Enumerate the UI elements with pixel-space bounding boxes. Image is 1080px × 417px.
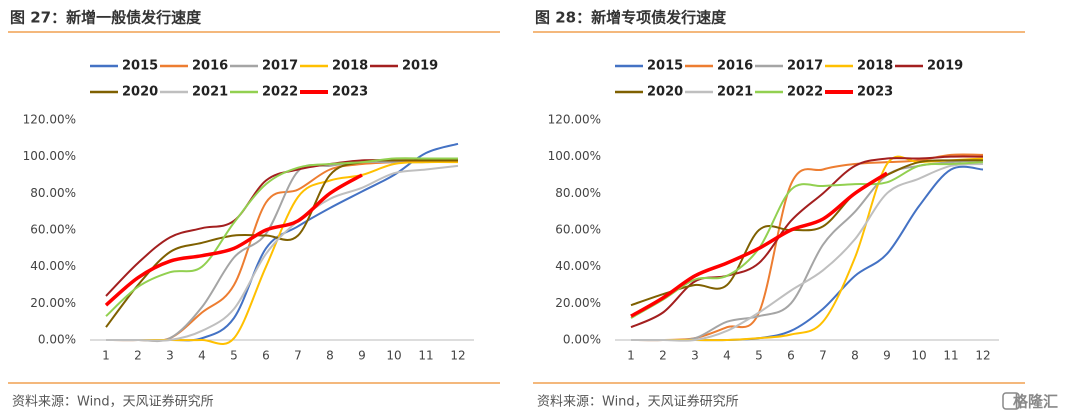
series-line <box>631 163 984 342</box>
series-line <box>630 171 888 318</box>
chart-title: 图 27：新增一般债发行速度 <box>10 9 202 27</box>
watermark: 格隆汇 <box>1013 393 1058 411</box>
x-tick-label: 4 <box>198 349 206 363</box>
legend-label: 2016 <box>192 59 228 74</box>
legend-label: 2023 <box>857 85 893 100</box>
x-tick-label: 1 <box>102 349 110 363</box>
legend-label: 2018 <box>332 59 368 74</box>
legend-label: 2017 <box>262 59 298 74</box>
x-tick-label: 11 <box>418 349 433 363</box>
legend-label: 2022 <box>262 85 298 100</box>
x-tick-label: 11 <box>943 349 958 363</box>
x-tick-label: 1 <box>627 349 635 363</box>
x-tick-label: 5 <box>230 349 238 363</box>
legend-label: 2023 <box>332 85 368 100</box>
legend-label: 2021 <box>192 85 228 100</box>
x-tick-label: 12 <box>975 349 990 363</box>
chart-title: 图 28：新增专项债发行速度 <box>535 9 727 27</box>
series-line <box>630 155 984 329</box>
y-tick-label: 100.00% <box>548 149 601 163</box>
x-tick-label: 6 <box>787 349 795 363</box>
legend-label: 2020 <box>647 85 683 100</box>
legend-label: 2018 <box>857 59 893 74</box>
x-tick-label: 8 <box>851 349 859 363</box>
series-line <box>105 159 458 328</box>
y-tick-label: 120.00% <box>23 113 76 127</box>
y-tick-label: 0.00% <box>38 333 76 347</box>
y-tick-label: 40.00% <box>30 259 76 273</box>
series-line <box>105 157 458 317</box>
legend-label: 2019 <box>402 59 438 74</box>
legend-label: 2015 <box>647 59 683 74</box>
x-tick-label: 9 <box>358 349 366 363</box>
legend-label: 2017 <box>787 59 823 74</box>
x-tick-label: 7 <box>819 349 827 363</box>
x-tick-label: 7 <box>294 349 302 363</box>
series-line <box>630 161 984 319</box>
legend-label: 2019 <box>927 59 963 74</box>
series-line <box>630 159 984 307</box>
legend-label: 2021 <box>717 85 753 100</box>
x-tick-label: 12 <box>450 349 465 363</box>
series-line <box>105 159 459 343</box>
y-tick-label: 20.00% <box>555 296 601 310</box>
y-tick-label: 20.00% <box>30 296 76 310</box>
x-tick-label: 3 <box>166 349 174 363</box>
x-tick-label: 8 <box>326 349 334 363</box>
y-tick-label: 0.00% <box>563 333 601 347</box>
legend-label: 2016 <box>717 59 753 74</box>
series-line <box>106 164 459 342</box>
source: 资料来源：Wind，天风证券研究所 <box>537 394 739 410</box>
x-tick-label: 2 <box>134 349 142 363</box>
y-tick-label: 80.00% <box>555 186 601 200</box>
y-tick-label: 80.00% <box>30 186 76 200</box>
x-tick-label: 10 <box>386 349 401 363</box>
source: 资料来源：Wind，天风证券研究所 <box>12 394 214 410</box>
x-tick-label: 3 <box>691 349 699 363</box>
legend-label: 2020 <box>122 85 158 100</box>
legend-label: 2015 <box>122 59 158 74</box>
y-tick-label: 100.00% <box>23 149 76 163</box>
x-tick-label: 9 <box>883 349 891 363</box>
x-tick-label: 6 <box>262 349 270 363</box>
watermark-logo <box>1002 392 1020 410</box>
legend-label: 2022 <box>787 85 823 100</box>
y-tick-label: 120.00% <box>548 113 601 127</box>
x-tick-label: 4 <box>723 349 731 363</box>
x-tick-label: 10 <box>911 349 926 363</box>
x-tick-label: 2 <box>659 349 667 363</box>
series-line <box>104 173 363 307</box>
x-tick-label: 5 <box>755 349 763 363</box>
y-tick-label: 60.00% <box>30 223 76 237</box>
y-tick-label: 60.00% <box>555 223 601 237</box>
y-tick-label: 40.00% <box>555 259 601 273</box>
